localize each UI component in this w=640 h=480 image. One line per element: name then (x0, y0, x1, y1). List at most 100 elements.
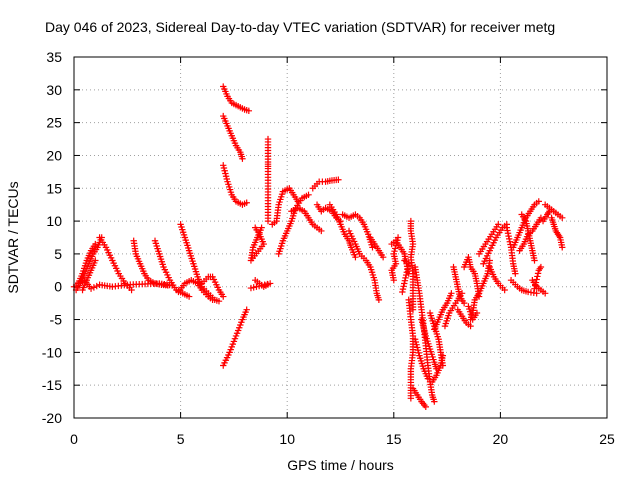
x-tick-label: 20 (493, 431, 509, 447)
data-point (458, 290, 466, 297)
data-point (237, 321, 244, 329)
x-tick-label: 5 (177, 431, 185, 447)
data-point (412, 338, 420, 346)
x-tick-label: 0 (70, 431, 78, 447)
data-point (532, 279, 540, 286)
y-tick-label: 35 (46, 49, 62, 65)
data-point (411, 336, 419, 343)
data-point (535, 198, 542, 205)
data-point (264, 217, 272, 225)
data-point (421, 330, 429, 337)
data-point (230, 338, 238, 345)
data-point (533, 290, 540, 297)
data-point (403, 269, 411, 276)
data-point (369, 244, 376, 251)
x-tick-label: 15 (386, 431, 402, 447)
data-point (258, 282, 266, 289)
data-point (448, 290, 455, 297)
data-point (231, 335, 239, 342)
data-point (546, 208, 553, 215)
data-point (404, 266, 411, 273)
data-point (531, 285, 538, 292)
data-point (506, 238, 514, 245)
data-point (253, 283, 260, 290)
data-point (392, 242, 400, 249)
data-point (220, 164, 228, 172)
data-point (258, 224, 265, 231)
data-point (375, 296, 383, 304)
data-point (506, 235, 513, 243)
data-point (264, 280, 271, 288)
data-point (402, 274, 409, 282)
data-point (401, 280, 408, 287)
data-point (409, 306, 417, 313)
data-point (392, 245, 399, 252)
data-point (255, 282, 263, 290)
data-point (391, 247, 398, 255)
data-point (486, 257, 493, 264)
data-point (505, 232, 512, 240)
y-tick-label: 15 (46, 180, 62, 196)
data-point (393, 239, 400, 247)
data-point (247, 284, 255, 292)
data-point (93, 282, 100, 290)
data-point (390, 250, 397, 258)
data-point (504, 230, 512, 237)
data-point (414, 346, 422, 354)
y-axis-ticks: 35 30 25 20 15 10 5 0 -5 -10 -15 -20 (42, 49, 607, 426)
data-point (223, 175, 230, 183)
data-point (404, 263, 412, 270)
data-point (379, 253, 387, 261)
data-point (531, 257, 538, 264)
data-point (305, 191, 312, 199)
data-point (234, 327, 242, 334)
data-point (243, 306, 250, 313)
data-point (92, 257, 99, 264)
data-point (243, 199, 250, 206)
data-point (90, 284, 98, 291)
data-point (439, 352, 447, 359)
data-point (92, 240, 99, 248)
data-point (460, 299, 468, 307)
data-point (419, 319, 426, 326)
data-points (70, 83, 566, 411)
data-point (238, 319, 245, 326)
data-point (534, 273, 541, 280)
data-point (318, 227, 325, 235)
y-tick-label: -20 (42, 410, 62, 426)
data-point (87, 285, 95, 292)
data-point (220, 293, 227, 300)
data-point (222, 173, 230, 180)
y-tick-label: 20 (46, 147, 62, 163)
data-point (421, 327, 428, 334)
data-point (229, 340, 237, 348)
data-point (128, 286, 135, 294)
data-point (533, 276, 540, 283)
data-point (415, 349, 422, 357)
data-point (420, 324, 427, 331)
data-point (233, 330, 241, 337)
data-point (537, 214, 545, 222)
data-point (401, 277, 409, 284)
plot-frame (73, 56, 608, 419)
y-tick-label: 5 (54, 246, 62, 262)
data-point (414, 344, 421, 351)
y-axis-label: SDTVAR / TECUs (5, 181, 21, 293)
y-tick-label: 10 (46, 213, 62, 229)
x-tick-label: 25 (599, 431, 615, 447)
data-point (537, 263, 545, 271)
data-point (228, 343, 235, 351)
y-tick-label: -10 (42, 344, 62, 360)
data-point (266, 280, 274, 287)
data-point (394, 234, 402, 241)
data-point (418, 316, 425, 323)
data-point (495, 221, 502, 228)
data-point (399, 285, 407, 293)
data-point (245, 107, 253, 115)
data-point (352, 253, 359, 261)
data-point (541, 290, 549, 297)
data-point (239, 155, 246, 162)
data-point (504, 227, 511, 234)
data-point (215, 297, 223, 305)
